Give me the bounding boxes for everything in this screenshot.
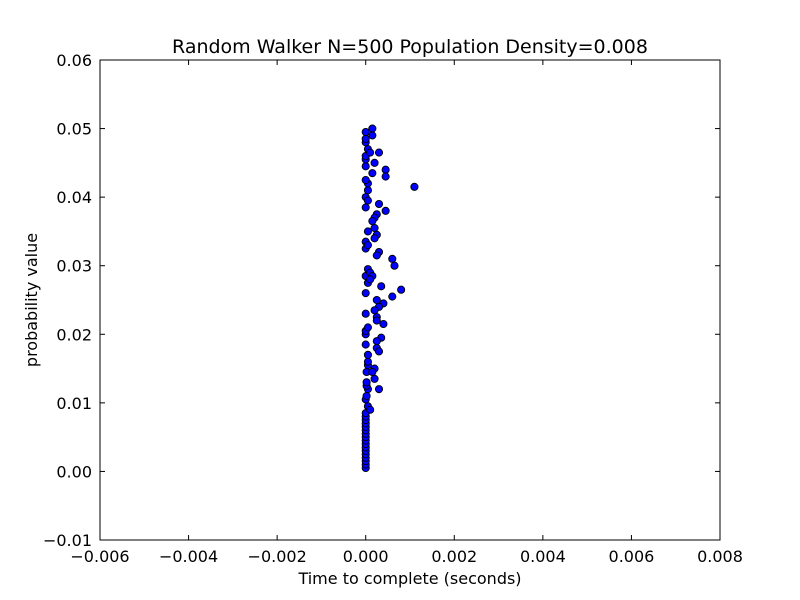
data-point — [372, 295, 381, 305]
data-point — [368, 367, 377, 377]
data-point — [362, 378, 371, 387]
y-tick-label: 0.06 — [56, 51, 92, 70]
y-tick-label: 0.05 — [56, 120, 92, 139]
data-point — [361, 127, 370, 137]
x-tick-label: −0.002 — [248, 547, 307, 566]
data-point — [363, 357, 372, 366]
data-point — [374, 385, 384, 394]
data-point — [372, 337, 381, 346]
x-tick-label: 0.004 — [520, 547, 566, 566]
x-tick-label: −0.006 — [70, 547, 129, 566]
x-tick-label: −0.004 — [159, 547, 218, 566]
data-point — [379, 319, 388, 329]
data-point — [374, 347, 384, 356]
data-point — [368, 131, 377, 140]
data-point — [366, 275, 375, 284]
plot-area: −0.006 −0.004 −0.002 0.000 0.002 0.004 0.006 0.… — [43, 51, 743, 566]
x-tick-label: 0.002 — [431, 547, 477, 566]
data-point — [381, 206, 390, 215]
data-point — [372, 251, 381, 260]
data-point — [361, 175, 370, 185]
data-point — [381, 165, 390, 174]
data-point — [368, 169, 377, 178]
data-point — [361, 162, 370, 171]
data-point — [361, 289, 370, 298]
data-point — [374, 199, 384, 209]
data-point — [366, 148, 375, 157]
data-point — [363, 323, 372, 332]
data-point — [363, 350, 372, 359]
y-axis-label: probability value — [22, 233, 41, 367]
y-tick-label: 0.03 — [56, 257, 92, 276]
data-point — [368, 124, 377, 133]
data-point — [370, 158, 379, 167]
data-point — [388, 254, 397, 263]
data-point — [410, 182, 419, 191]
y-tick-label: −0.01 — [43, 531, 92, 550]
x-tick-label: 0.008 — [697, 547, 743, 566]
x-tick-label: 0.006 — [609, 547, 655, 566]
axes-frame — [99, 59, 721, 541]
x-tick-label: 0.000 — [343, 547, 389, 566]
data-point — [370, 306, 379, 315]
data-point — [361, 203, 370, 212]
y-tick-label: 0.01 — [56, 394, 92, 413]
y-tick-label: 0.00 — [56, 462, 92, 481]
data-point — [370, 223, 379, 233]
data-point — [370, 374, 379, 383]
data-point — [372, 316, 381, 325]
data-point — [363, 196, 372, 205]
data-point — [377, 282, 386, 291]
data-point — [361, 134, 370, 143]
data-point — [362, 391, 371, 401]
x-axis-label: Time to complete (seconds) — [297, 569, 521, 588]
data-point — [363, 186, 372, 195]
y-tick-label: 0.04 — [56, 188, 92, 207]
data-point — [370, 234, 379, 243]
data-point — [366, 405, 375, 414]
data-point — [363, 241, 372, 250]
data-point — [381, 172, 390, 181]
y-tick-label: 0.02 — [56, 325, 92, 344]
data-point — [361, 309, 370, 318]
data-point — [388, 292, 397, 301]
chart-title: Random Walker N=500 Population Density=0… — [172, 36, 648, 58]
data-point — [374, 148, 384, 157]
data-point — [390, 261, 399, 270]
data-point — [368, 217, 377, 226]
data-point — [363, 227, 372, 236]
data-point — [397, 285, 406, 294]
data-point — [361, 340, 370, 349]
